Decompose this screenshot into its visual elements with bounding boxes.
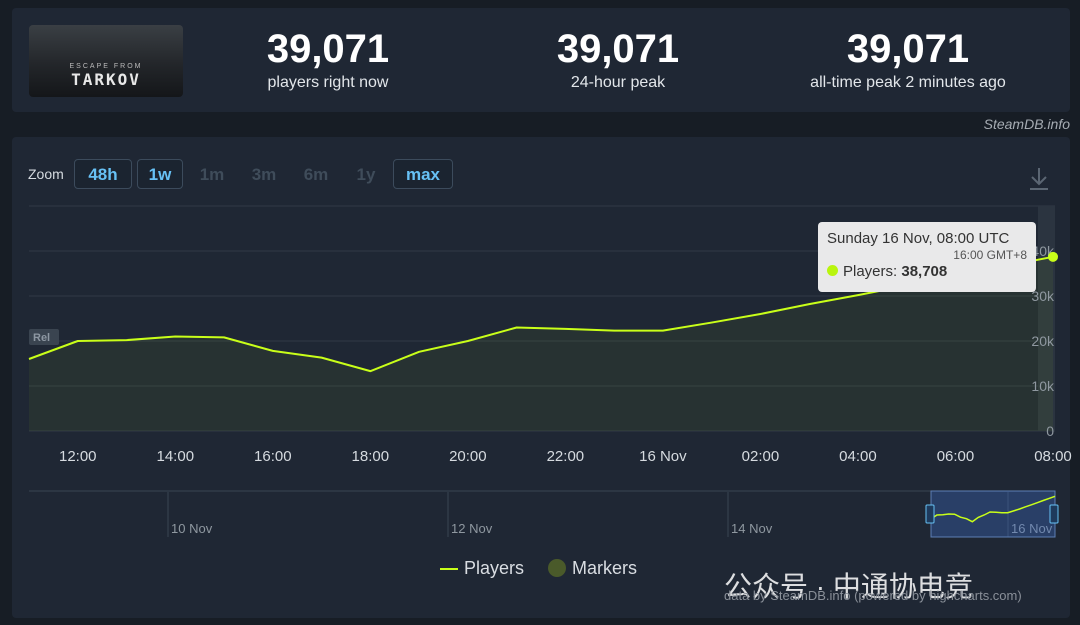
legend-marker-icon <box>548 559 566 577</box>
y-tick-label: 30k <box>1031 288 1055 304</box>
zoom-3m-button[interactable]: 3m <box>251 165 277 184</box>
stat-label: 24-hour peak <box>570 74 666 91</box>
navigator-handle <box>1049 504 1059 524</box>
chart-tooltip: Sunday 16 Nov, 08:00 UTC 16:00 GMT+8 Pla… <box>818 222 1036 292</box>
legend-players-label: Players <box>464 558 525 578</box>
tooltip-date: Sunday 16 Nov, 08:00 UTC <box>827 230 1010 247</box>
tooltip-value: 38,708 <box>901 263 948 280</box>
steamdb-credit[interactable]: SteamDB.info <box>983 116 1070 132</box>
x-tick-label: 22:00 <box>547 448 585 465</box>
x-tick-label: 04:00 <box>839 448 877 465</box>
series-area <box>29 256 1053 431</box>
y-tick-label: 20k <box>1031 333 1055 349</box>
series-dot-icon <box>827 265 838 276</box>
zoom-max-button[interactable]: max <box>393 159 453 189</box>
zoom-6m-button[interactable]: 6m <box>303 165 329 184</box>
download-icon[interactable] <box>1028 166 1050 192</box>
stat-all-time-peak: 39,071 all-time peak 2 minutes ago <box>788 28 1028 92</box>
zoom-1y-button[interactable]: 1y <box>356 165 376 184</box>
watermark: 公众号 · 中通协电竞 <box>724 571 973 602</box>
x-tick-label: 06:00 <box>937 448 975 465</box>
legend-line-icon <box>440 568 458 571</box>
navigator: 10 Nov 12 Nov 14 Nov 16 Nov <box>29 490 1059 538</box>
chart-panel <box>12 137 1070 618</box>
highcharts-credit[interactable]: data by SteamDB.info (powered by highcha… <box>724 588 1022 603</box>
tooltip-local-time: 16:00 GMT+8 <box>953 248 1027 262</box>
zoom-48h-button[interactable]: 48h <box>74 159 132 189</box>
stat-value: 39,071 <box>556 27 680 71</box>
x-tick-label: 12:00 <box>59 448 97 465</box>
navigator-tick-label: 10 Nov <box>171 521 213 536</box>
game-logo: TARKOV <box>71 70 141 89</box>
release-flag-label: Rel <box>33 332 50 344</box>
stat-current-players: 39,071 players right now <box>208 28 448 92</box>
game-logo-subtitle: ESCAPE FROM <box>69 63 143 70</box>
x-tick-label: 16 Nov <box>639 448 687 465</box>
tooltip-series-label: Players: <box>843 263 898 280</box>
x-tick-label: 18:00 <box>352 448 390 465</box>
navigator-tick-label: 12 Nov <box>451 521 493 536</box>
navigator-tick-label: 16 Nov <box>1011 521 1053 536</box>
stats-panel: ESCAPE FROM TARKOV 39,071 players right … <box>12 8 1070 112</box>
stat-value: 39,071 <box>266 27 390 71</box>
stat-24h-peak: 39,071 24-hour peak <box>498 28 738 92</box>
tooltip-row: Players: 38,708 <box>827 263 1027 280</box>
release-flag <box>29 329 59 345</box>
x-tick-label: 08:00 <box>1034 448 1072 465</box>
x-tick-label: 14:00 <box>157 448 195 465</box>
legend-players[interactable]: Players <box>440 558 524 579</box>
y-tick-label: 0 <box>1046 423 1054 439</box>
legend-markers[interactable]: Markers <box>548 558 637 579</box>
y-tick-label: 10k <box>1031 378 1055 394</box>
x-tick-label: 16:00 <box>254 448 292 465</box>
x-tick-label: 02:00 <box>742 448 780 465</box>
navigator-tick-label: 14 Nov <box>731 521 773 536</box>
zoom-1m-button[interactable]: 1m <box>199 165 225 184</box>
x-tick-label: 20:00 <box>449 448 487 465</box>
stat-label: players right now <box>267 74 389 91</box>
zoom-1w-button[interactable]: 1w <box>137 159 183 189</box>
grid-lines <box>29 205 1055 432</box>
zoom-label: Zoom <box>28 166 64 182</box>
navigator-line <box>930 495 1056 523</box>
navigator-handle <box>925 504 935 524</box>
stat-value: 39,071 <box>846 27 970 71</box>
hovered-point <box>1048 251 1058 262</box>
hover-band <box>1038 206 1055 431</box>
stat-label: all-time peak 2 minutes ago <box>810 74 1006 91</box>
legend-markers-label: Markers <box>572 558 638 578</box>
game-thumbnail[interactable]: ESCAPE FROM TARKOV <box>29 25 183 97</box>
